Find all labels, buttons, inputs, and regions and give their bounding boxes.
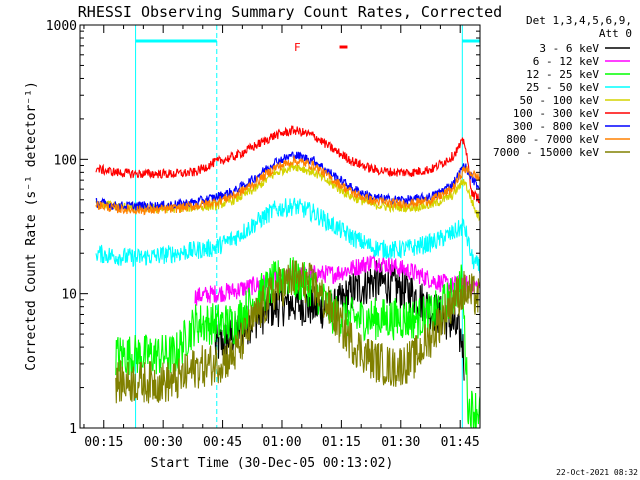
render-timestamp: 22-Oct-2021 08:32 — [556, 468, 638, 477]
series-trace — [95, 155, 480, 216]
series-trace — [115, 260, 480, 404]
series-5 — [95, 124, 480, 204]
plot-frame — [79, 24, 481, 429]
y-tick-label: 1 — [69, 422, 77, 437]
series-trace — [194, 253, 480, 306]
axes: 00:15 00:30 00:45 01:00 01:15 01:30 01:45 1101… — [46, 19, 481, 450]
y-axis: 1 10 100 1000 — [46, 19, 480, 437]
series-3 — [95, 197, 480, 274]
legend-entry-label: 12 - 25 keV — [526, 68, 599, 81]
series-layer — [95, 124, 480, 428]
y-axis-label: Corrected Count Rate (s⁻¹ detector⁻¹) — [24, 81, 39, 371]
legend-entry-label: 6 - 12 keV — [533, 55, 600, 68]
x-tick-label: 00:30 — [144, 435, 183, 450]
legend-entry-label: 300 - 800 keV — [513, 120, 599, 133]
plot-area: 00:15 00:30 00:45 01:00 01:15 01:30 01:45 1101… — [46, 19, 481, 450]
y-tick-label: 10 — [61, 288, 77, 303]
x-tick-label: 00:45 — [203, 435, 242, 450]
legend-header-attenuator: Att 0 — [599, 27, 632, 40]
legend-entry-label: 50 - 100 keV — [520, 94, 600, 107]
y-tick-label: 1000 — [46, 19, 77, 34]
x-axis-label: Start Time (30-Dec-05 00:13:02) — [151, 456, 394, 471]
legend-entry-label: 7000 - 15000 keV — [493, 146, 599, 159]
flare-flag-label: F — [294, 41, 301, 54]
x-tick-label: 00:15 — [84, 435, 123, 450]
x-tick-label: 01:30 — [381, 435, 420, 450]
legend-header-detectors: Det 1,3,4,5,6,9, — [526, 14, 632, 27]
x-tick-label: 01:15 — [322, 435, 361, 450]
series-trace — [95, 197, 480, 274]
chart-title: RHESSI Observing Summary Count Rates, Co… — [78, 3, 502, 21]
x-tick-label: 01:00 — [262, 435, 301, 450]
series-8 — [115, 260, 480, 404]
x-tick-label: 01:45 — [441, 435, 480, 450]
legend-entry-label: 3 - 6 keV — [539, 42, 599, 55]
legend-entry-label: 25 - 50 keV — [526, 81, 599, 94]
series-7 — [95, 155, 480, 216]
series-trace — [95, 124, 480, 204]
legend-entry-label: 800 - 7000 keV — [506, 133, 599, 146]
series-1 — [194, 253, 480, 306]
legend-entry-label: 100 - 300 keV — [513, 107, 599, 120]
x-axis: 00:15 00:30 00:45 01:00 01:15 01:30 01:45 — [83, 25, 481, 450]
y-tick-label: 100 — [54, 153, 77, 168]
